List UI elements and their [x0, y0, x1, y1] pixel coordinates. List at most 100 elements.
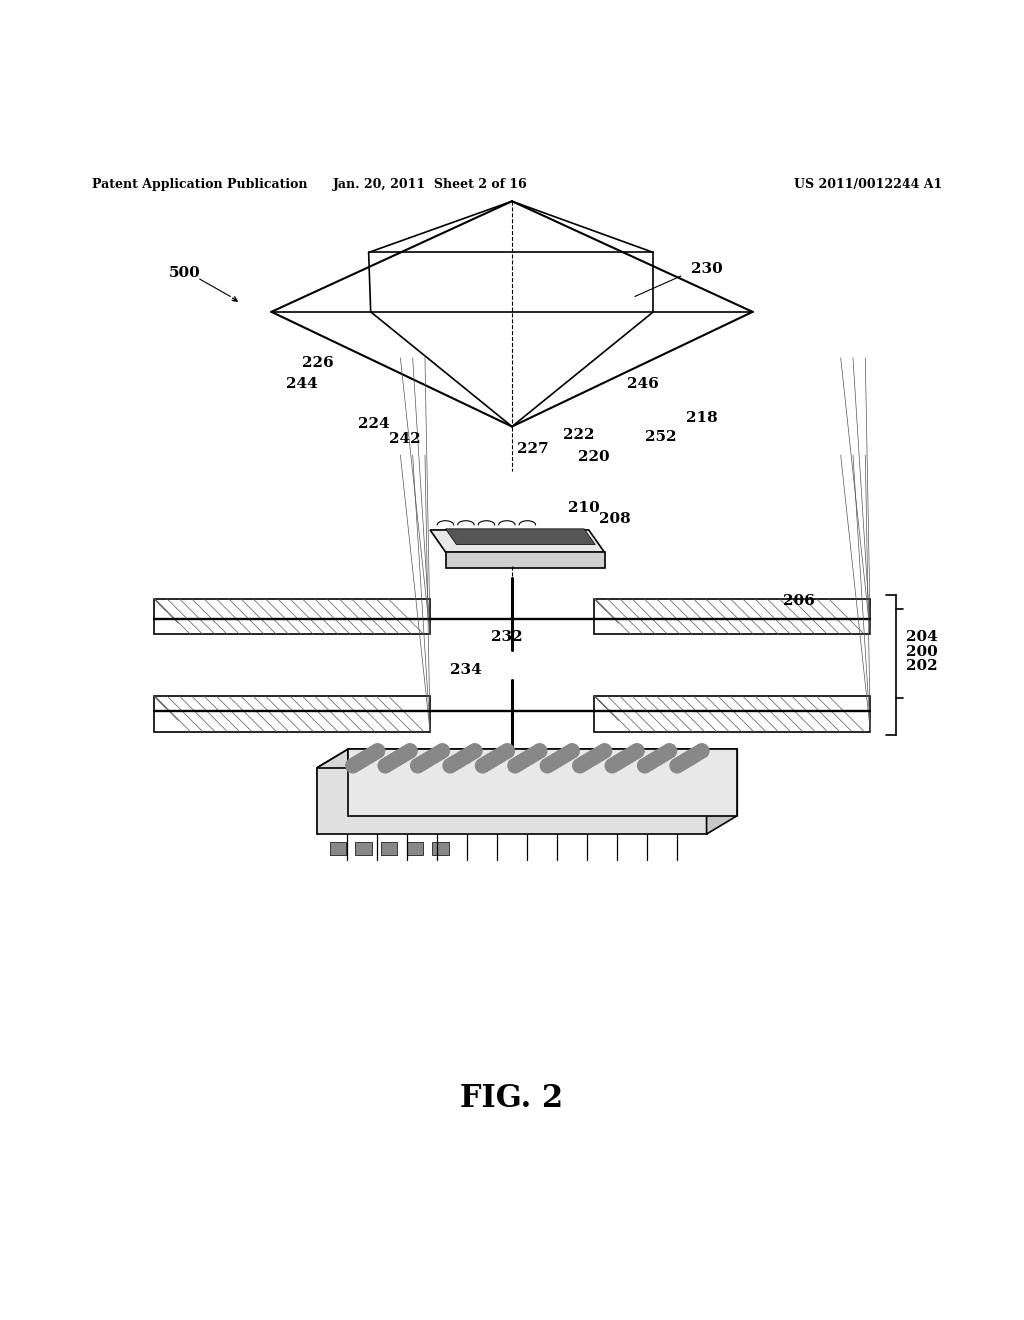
Circle shape [673, 756, 687, 771]
Text: US 2011/0012244 A1: US 2011/0012244 A1 [794, 178, 942, 191]
Circle shape [679, 752, 693, 767]
Circle shape [550, 752, 564, 767]
Text: 224: 224 [358, 417, 389, 432]
Text: 222: 222 [563, 428, 594, 442]
Circle shape [429, 747, 443, 762]
Circle shape [544, 756, 558, 771]
Circle shape [685, 750, 699, 764]
Text: 244: 244 [286, 376, 318, 391]
Circle shape [585, 751, 599, 766]
Circle shape [532, 743, 547, 758]
Circle shape [432, 746, 446, 760]
Circle shape [393, 750, 408, 764]
FancyBboxPatch shape [330, 842, 346, 854]
Circle shape [446, 756, 461, 771]
Text: 204: 204 [905, 631, 938, 644]
Circle shape [663, 743, 677, 758]
Polygon shape [154, 598, 430, 635]
Circle shape [614, 752, 629, 767]
Circle shape [611, 755, 626, 770]
Circle shape [617, 751, 632, 766]
Circle shape [559, 747, 573, 762]
Circle shape [511, 756, 525, 771]
Circle shape [459, 750, 473, 764]
Text: 202: 202 [906, 659, 937, 673]
Text: 500: 500 [168, 265, 201, 280]
Circle shape [481, 755, 496, 770]
Circle shape [384, 755, 398, 770]
Circle shape [402, 743, 417, 758]
Text: 230: 230 [690, 261, 723, 276]
Polygon shape [317, 767, 707, 834]
Circle shape [387, 752, 401, 767]
Circle shape [579, 755, 593, 770]
Text: 246: 246 [627, 376, 659, 391]
Circle shape [653, 750, 668, 764]
Circle shape [462, 747, 476, 762]
Circle shape [414, 756, 428, 771]
Polygon shape [317, 748, 348, 834]
Circle shape [638, 759, 652, 772]
Circle shape [368, 746, 382, 760]
Circle shape [621, 750, 635, 764]
Circle shape [644, 755, 658, 770]
Text: Jan. 20, 2011  Sheet 2 of 16: Jan. 20, 2011 Sheet 2 of 16 [333, 178, 527, 191]
Circle shape [484, 752, 499, 767]
Polygon shape [445, 553, 604, 568]
Circle shape [641, 756, 655, 771]
Circle shape [605, 759, 620, 772]
Circle shape [355, 752, 370, 767]
Circle shape [575, 756, 590, 771]
Circle shape [624, 747, 638, 762]
Circle shape [565, 743, 580, 758]
Polygon shape [445, 529, 595, 545]
Text: 218: 218 [685, 412, 718, 425]
Circle shape [443, 759, 458, 772]
Polygon shape [594, 598, 870, 635]
Circle shape [517, 752, 531, 767]
Circle shape [346, 759, 360, 772]
Circle shape [694, 743, 709, 758]
Circle shape [630, 743, 644, 758]
Circle shape [676, 755, 690, 770]
Circle shape [529, 746, 544, 760]
Text: FIG. 2: FIG. 2 [461, 1082, 563, 1114]
Circle shape [381, 756, 395, 771]
Circle shape [514, 755, 528, 770]
Circle shape [423, 751, 437, 766]
FancyBboxPatch shape [432, 842, 449, 854]
Circle shape [659, 746, 674, 760]
Circle shape [361, 750, 376, 764]
Circle shape [562, 746, 577, 760]
Circle shape [582, 752, 596, 767]
Circle shape [670, 759, 684, 772]
Circle shape [490, 750, 505, 764]
Polygon shape [348, 748, 737, 816]
Text: 200: 200 [905, 644, 938, 659]
Polygon shape [707, 748, 737, 834]
Text: 206: 206 [782, 594, 815, 607]
FancyBboxPatch shape [355, 842, 372, 854]
Text: 234: 234 [450, 663, 482, 677]
Circle shape [688, 747, 702, 762]
Circle shape [556, 750, 570, 764]
Circle shape [435, 743, 450, 758]
Circle shape [349, 756, 364, 771]
Circle shape [591, 747, 605, 762]
Circle shape [494, 747, 508, 762]
Circle shape [450, 755, 464, 770]
Text: 227: 227 [517, 442, 548, 455]
Circle shape [417, 755, 431, 770]
Polygon shape [430, 529, 604, 553]
Polygon shape [594, 696, 870, 731]
Circle shape [426, 750, 440, 764]
Circle shape [420, 752, 434, 767]
Circle shape [547, 755, 561, 770]
Circle shape [682, 751, 696, 766]
Circle shape [396, 747, 411, 762]
Circle shape [399, 746, 414, 760]
Circle shape [487, 751, 502, 766]
Text: 208: 208 [598, 512, 631, 525]
Circle shape [650, 751, 665, 766]
Text: 210: 210 [567, 502, 600, 515]
